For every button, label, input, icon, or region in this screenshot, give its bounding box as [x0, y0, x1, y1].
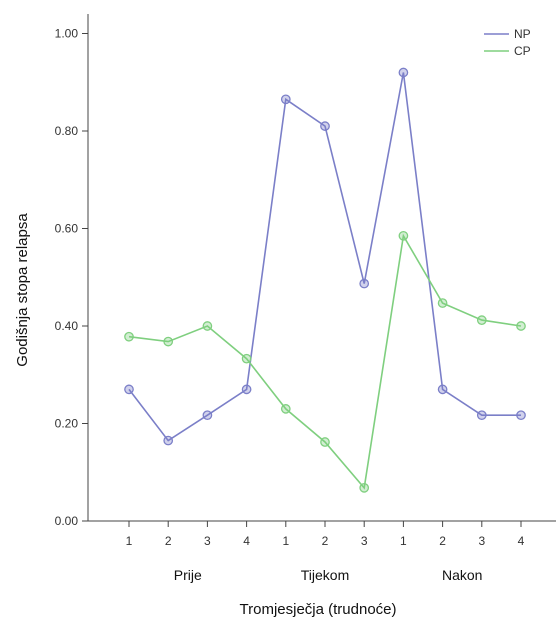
- x-tick-label: 2: [322, 534, 329, 548]
- y-tick-label: 0.60: [55, 222, 79, 236]
- x-tick-label: 1: [126, 534, 133, 548]
- data-point-cp: [202, 321, 213, 331]
- data-point-np: [202, 410, 213, 421]
- x-tick-label: 1: [282, 534, 289, 548]
- data-point-np: [280, 94, 291, 105]
- legend-label-np: NP: [514, 27, 531, 41]
- x-tick-label: 4: [243, 534, 250, 548]
- x-tick-label: 2: [439, 534, 446, 548]
- y-tick-label: 0.80: [55, 124, 79, 138]
- y-tick-label: 0.00: [55, 514, 79, 528]
- x-tick-label: 3: [361, 534, 368, 548]
- data-point-cp: [359, 482, 370, 493]
- data-point-cp: [398, 230, 409, 241]
- y-tick-label: 1.00: [55, 27, 79, 41]
- data-point-np: [320, 121, 330, 131]
- data-point-np: [437, 384, 448, 395]
- data-point-cp: [124, 331, 134, 342]
- axes: [87, 14, 556, 522]
- data-point-cp: [280, 404, 291, 414]
- data-point-np: [241, 384, 252, 395]
- y-ticks: 0.00 0.20 0.40 0.60 0.80 1.00: [55, 27, 88, 528]
- group-label: Prije: [174, 567, 202, 583]
- data-point-np: [516, 410, 526, 421]
- x-tick-label: 1: [400, 534, 407, 548]
- x-tick-label: 4: [518, 534, 525, 548]
- x-tick-label: 3: [204, 534, 211, 548]
- x-tick-label: 3: [478, 534, 485, 548]
- y-tick-label: 0.40: [55, 319, 79, 333]
- x-tick-label: 2: [165, 534, 172, 548]
- data-point-cp: [476, 315, 487, 325]
- data-point-cp: [437, 298, 448, 308]
- y-axis-title: Godišnja stopa relapsa: [14, 213, 31, 367]
- data-point-np: [398, 67, 409, 78]
- series-line-np: [128, 72, 521, 442]
- data-point-cp: [320, 437, 330, 447]
- x-axis-title: Tromjesječja (trudnoće): [240, 601, 397, 618]
- group-label: Nakon: [442, 567, 482, 583]
- group-labels: Prije Tijekom Nakon: [174, 567, 483, 583]
- data-point-np: [359, 278, 370, 289]
- data-point-np: [163, 435, 174, 446]
- group-label: Tijekom: [301, 567, 350, 583]
- data-point-np: [124, 384, 134, 395]
- data-point-np: [476, 410, 487, 421]
- y-tick-label: 0.20: [55, 417, 79, 431]
- series-layer: [124, 67, 526, 493]
- data-point-cp: [516, 321, 526, 331]
- series-line-cp: [128, 233, 522, 490]
- x-ticks: 1 2 3 4 1 2 3 1 2 3 4: [126, 521, 525, 548]
- data-point-cp: [241, 353, 252, 364]
- legend: NP CP: [484, 27, 531, 58]
- legend-label-cp: CP: [514, 44, 531, 58]
- data-point-cp: [163, 336, 174, 347]
